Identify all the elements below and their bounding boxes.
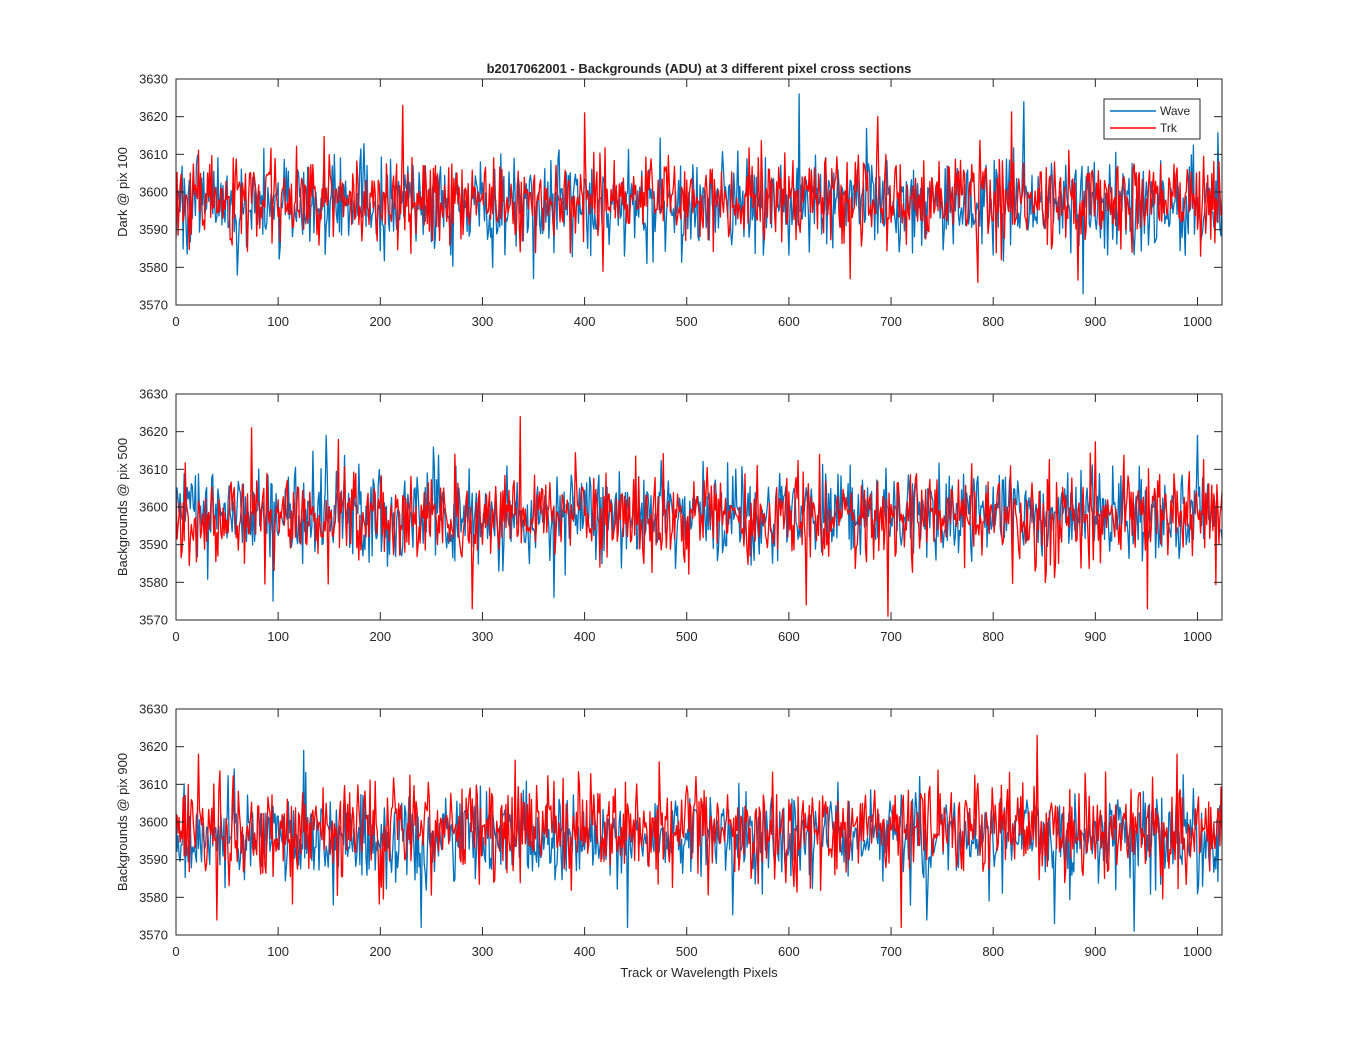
x-tick-label: 500 xyxy=(676,314,698,329)
x-tick-label: 0 xyxy=(172,629,179,644)
x-tick-label: 100 xyxy=(267,629,289,644)
x-tick-label: 800 xyxy=(982,314,1004,329)
y-tick-label: 3580 xyxy=(139,260,168,275)
y-tick-label: 3610 xyxy=(139,462,168,477)
x-tick-label: 700 xyxy=(880,629,902,644)
x-tick-label: 500 xyxy=(676,944,698,959)
x-tick-label: 300 xyxy=(472,944,494,959)
legend-label-wave: Wave xyxy=(1160,104,1191,118)
y-tick-label: 3600 xyxy=(139,815,168,830)
y-tick-label: 3570 xyxy=(139,613,168,628)
series-line-trk xyxy=(176,104,1222,284)
subplots: 0 100 200 300 400 500 600 700 800 900 100035703580… xyxy=(115,72,1223,959)
y-tick-label: 3620 xyxy=(139,739,168,754)
y-tick-label: 3620 xyxy=(139,109,168,124)
y-axis-label: Backgrounds @ pix 900 xyxy=(115,753,130,891)
x-tick-label: 400 xyxy=(574,314,596,329)
y-tick-label: 3570 xyxy=(139,298,168,313)
y-tick-label: 3610 xyxy=(139,777,168,792)
x-tick-label: 1000 xyxy=(1183,314,1212,329)
y-tick-label: 3620 xyxy=(139,424,168,439)
x-tick-label: 300 xyxy=(472,314,494,329)
x-tick-label: 700 xyxy=(880,944,902,959)
x-tick-label: 0 xyxy=(172,944,179,959)
series-line-trk xyxy=(176,734,1222,929)
legend: Wave Trk xyxy=(1103,98,1201,140)
x-tick-label: 500 xyxy=(676,629,698,644)
y-tick-label: 3600 xyxy=(139,185,168,200)
y-tick-label: 3580 xyxy=(139,575,168,590)
y-tick-label: 3630 xyxy=(139,72,168,87)
x-tick-label: 100 xyxy=(267,314,289,329)
x-tick-label: 100 xyxy=(267,944,289,959)
subplot-3: 0 100 200 300 400 500 600 700 800 900 1000 3570 3580… xyxy=(115,702,1223,959)
x-tick-label: 800 xyxy=(982,944,1004,959)
x-tick-label: 1000 xyxy=(1183,944,1212,959)
x-tick-label: 900 xyxy=(1084,629,1106,644)
x-tick-label: 1000 xyxy=(1183,629,1212,644)
y-tick-label: 3590 xyxy=(139,222,168,237)
subplot-1: 0 100 200 300 400 500 600 700 800 900 1000 3570 3580… xyxy=(115,72,1223,329)
x-axis-label: Track or Wavelength Pixels xyxy=(620,965,778,980)
x-tick-label: 200 xyxy=(369,944,391,959)
legend-box xyxy=(1103,98,1201,140)
y-axis-label: Backgrounds @ pix 500 xyxy=(115,438,130,576)
x-tick-label: 0 xyxy=(172,314,179,329)
chart-title: b2017062001 - Backgrounds (ADU) at 3 dif… xyxy=(487,61,912,76)
y-tick-label: 3590 xyxy=(139,537,168,552)
y-tick-label: 3630 xyxy=(139,702,168,717)
y-tick-label: 3630 xyxy=(139,387,168,402)
x-tick-label: 700 xyxy=(880,314,902,329)
y-tick-label: 3610 xyxy=(139,147,168,162)
x-tick-label: 600 xyxy=(778,944,800,959)
x-tick-label: 300 xyxy=(472,629,494,644)
x-tick-label: 900 xyxy=(1084,314,1106,329)
x-tick-label: 600 xyxy=(778,314,800,329)
y-tick-label: 3570 xyxy=(139,928,168,943)
legend-label-trk: Trk xyxy=(1160,121,1178,135)
series-line-trk xyxy=(176,415,1222,617)
x-tick-label: 400 xyxy=(574,629,596,644)
x-tick-label: 800 xyxy=(982,629,1004,644)
x-tick-label: 200 xyxy=(369,314,391,329)
y-tick-label: 3590 xyxy=(139,852,168,867)
y-tick-label: 3580 xyxy=(139,890,168,905)
y-tick-label: 3600 xyxy=(139,500,168,515)
x-tick-label: 200 xyxy=(369,629,391,644)
subplot-2: 0 100 200 300 400 500 600 700 800 900 1000 3570 3580… xyxy=(115,387,1223,644)
x-tick-label: 900 xyxy=(1084,944,1106,959)
x-tick-label: 400 xyxy=(574,944,596,959)
y-axis-label: Dark @ pix 100 xyxy=(115,147,130,237)
x-tick-label: 600 xyxy=(778,629,800,644)
